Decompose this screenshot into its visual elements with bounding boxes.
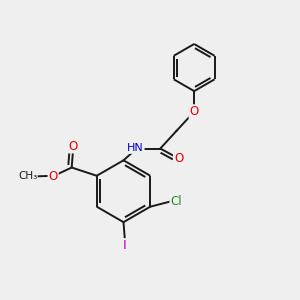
Text: O: O <box>49 170 58 183</box>
Text: CH₃: CH₃ <box>18 171 37 182</box>
Text: HN: HN <box>127 143 144 153</box>
Text: O: O <box>190 105 199 118</box>
Text: O: O <box>174 152 183 165</box>
Text: Cl: Cl <box>170 195 182 208</box>
Text: O: O <box>68 140 78 152</box>
Text: I: I <box>123 239 127 252</box>
